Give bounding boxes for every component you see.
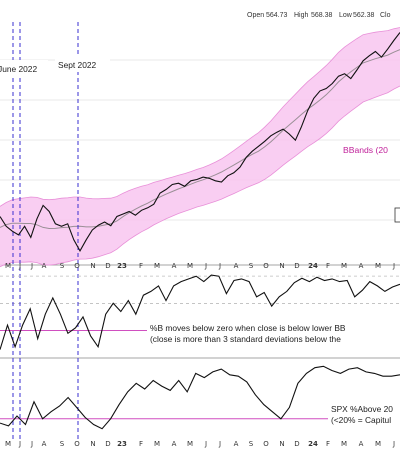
event-label-sept: Sept 2022 <box>55 56 110 72</box>
x-axis-top-tick-label: 24 <box>308 262 318 270</box>
x-axis-top-tick-label: M <box>375 262 381 270</box>
spx-annotation-line1: SPX %Above 20 <box>331 404 393 414</box>
x-axis-top: M J J A S O N D 23 F M A M J J A S O N D 24 F M A M J <box>5 262 395 270</box>
event-label-sept-text: Sept 2022 <box>58 60 97 70</box>
x-axis-bottom-tick-label: M <box>154 440 160 448</box>
x-axis-top-tick-label: F <box>326 262 330 270</box>
x-axis-top-tick-label: N <box>279 262 284 270</box>
x-axis-bottom-tick-label: A <box>172 440 177 448</box>
x-axis-top-tick-label: 23 <box>117 262 127 270</box>
x-axis-bottom-tick-label: N <box>279 440 284 448</box>
x-axis-top-tick-label: F <box>139 262 143 270</box>
high-label: High <box>294 12 309 19</box>
high-value: 568.38 <box>311 12 333 19</box>
x-axis-bottom-tick-label: O <box>263 440 269 448</box>
x-axis-top-tick-label: M <box>341 262 347 270</box>
event-label-june-box <box>0 60 48 76</box>
x-axis-bottom-tick-label: S <box>249 440 254 448</box>
x-axis-bottom-tick-label: J <box>392 440 395 448</box>
spx-annotation: SPX %Above 20 (<20% = Capitul <box>328 403 400 425</box>
percent-b-annotation-box <box>147 322 400 344</box>
x-axis-top-tick-label: O <box>74 262 80 270</box>
bollinger-band-upper <box>0 27 400 207</box>
x-axis-bottom-tick-label: M <box>187 440 193 448</box>
percent-b-annotation-line1: %B moves below zero when close is below … <box>150 323 346 333</box>
x-axis-bottom-tick-label: S <box>60 440 65 448</box>
x-axis-bottom-tick-label: M <box>375 440 381 448</box>
x-axis-top-tick-label: J <box>18 262 21 270</box>
x-axis-bottom-tick-label: N <box>90 440 95 448</box>
x-axis-top-tick-label: M <box>187 262 193 270</box>
percent-b-annotation-line2: (close is more than 3 standard deviation… <box>150 334 341 344</box>
x-axis-bottom-tick-label: A <box>42 440 47 448</box>
bollinger-band-lower <box>0 85 400 268</box>
spx-percent-above-line <box>0 365 400 430</box>
x-axis-top-tick-label: D <box>294 262 299 270</box>
x-axis-bottom-tick-label: J <box>204 440 207 448</box>
moving-average-line <box>0 49 400 230</box>
x-axis-top-tick-label: S <box>249 262 254 270</box>
x-axis-top-tick-label: A <box>172 262 177 270</box>
open-value: 564.73 <box>266 12 288 19</box>
x-axis-bottom-tick-label: O <box>74 440 80 448</box>
x-axis-top-tick-label: J <box>218 262 221 270</box>
x-axis-bottom-tick-label: 24 <box>308 440 318 448</box>
x-axis-bottom-tick-label: F <box>326 440 330 448</box>
event-label-sept-box <box>55 56 110 72</box>
x-axis-bottom-tick-label: A <box>359 440 364 448</box>
close-label: Clo <box>380 12 391 19</box>
x-axis-top-tick-label: D <box>105 262 110 270</box>
x-axis-bottom-tick-label: 23 <box>117 440 127 448</box>
spx-annotation-box <box>328 403 400 425</box>
x-axis-bottom-tick-label: J <box>18 440 21 448</box>
low-label: Low <box>339 12 353 19</box>
event-label-june: June 2022 <box>0 60 48 76</box>
x-axis-top-tick-label: J <box>392 262 395 270</box>
x-axis-top-tick-label: J <box>30 262 33 270</box>
event-label-june-text: June 2022 <box>0 64 37 74</box>
x-axis-top-tick-label: A <box>359 262 364 270</box>
x-axis-top-tick-label: N <box>90 262 95 270</box>
percent-b-line <box>0 274 400 350</box>
x-axis-bottom-tick-label: A <box>234 440 239 448</box>
x-axis-bottom-tick-label: J <box>30 440 33 448</box>
x-axis-top-tick-label: O <box>263 262 269 270</box>
x-axis-bottom-tick-label: F <box>139 440 143 448</box>
bollinger-band-fill <box>0 27 400 267</box>
x-axis-bottom-tick-label: D <box>294 440 299 448</box>
x-axis-top-tick-label: A <box>234 262 239 270</box>
x-axis-bottom-tick-label: J <box>218 440 221 448</box>
x-axis-top-tick-label: J <box>204 262 207 270</box>
price-line <box>0 32 400 253</box>
low-value: 562.38 <box>353 12 375 19</box>
edge-label-box <box>394 207 400 223</box>
ohlc-header: Open 564.73 High 568.38 Low 562.38 Clo <box>247 12 391 19</box>
x-axis-bottom: M J J A S O N D 23 F M A M J J A S O N D 24 F M A M J <box>5 440 395 448</box>
x-axis-top-tick-label: M <box>154 262 160 270</box>
x-axis-top-tick-label: A <box>42 262 47 270</box>
x-axis-top-tick-label: M <box>5 262 11 270</box>
spx-annotation-line2: (<20% = Capitul <box>331 415 391 425</box>
percent-b-annotation: %B moves below zero when close is below … <box>147 322 400 344</box>
x-axis-bottom-tick-label: M <box>341 440 347 448</box>
open-label: Open <box>247 12 264 19</box>
bbands-label: BBands (20 <box>343 145 388 155</box>
x-axis-bottom-tick-label: M <box>5 440 11 448</box>
x-axis-bottom-tick-label: D <box>105 440 110 448</box>
x-axis-top-tick-label: S <box>60 262 65 270</box>
